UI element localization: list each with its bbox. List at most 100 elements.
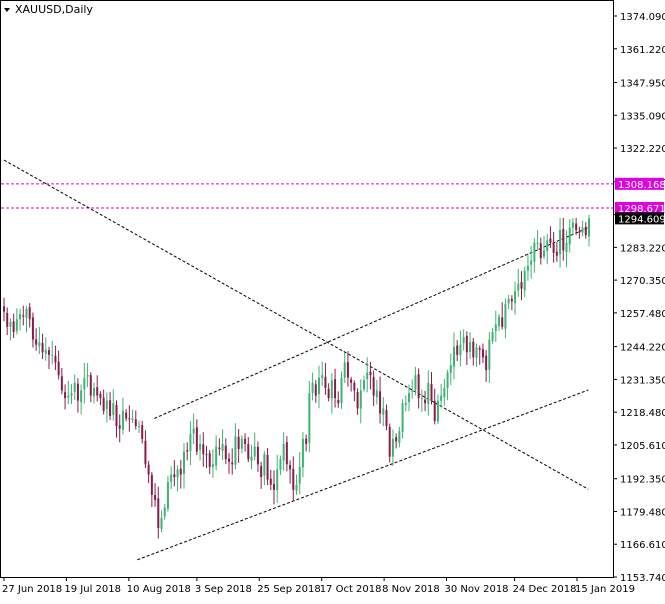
bull-candle-body (311, 382, 314, 393)
y-tick-label: 1283.220 (620, 243, 665, 254)
bull-candle-body (446, 372, 449, 388)
y-tick-label: 1335.090 (620, 111, 665, 122)
bear-candle-body (562, 229, 565, 251)
bull-candle-body (166, 482, 169, 509)
bear-candle-body (289, 465, 292, 470)
bear-candle-body (28, 307, 31, 320)
bear-candle-body (424, 399, 427, 404)
bear-candle-body (202, 444, 205, 455)
trendline-descending-resistance (3, 159, 589, 490)
bull-candle-body (189, 433, 192, 451)
bull-candle-body (359, 390, 362, 409)
bear-candle-body (555, 251, 558, 256)
bull-candle-body (295, 484, 298, 491)
bear-candle-body (388, 426, 391, 457)
bull-candle-body (83, 377, 86, 390)
bear-candle-body (115, 405, 118, 427)
bear-candle-body (150, 474, 153, 495)
bear-candle-body (224, 445, 227, 460)
bear-candle-body (314, 384, 317, 396)
bear-candle-body (324, 376, 327, 388)
bear-candle-body (218, 447, 221, 450)
bull-candle-body (221, 443, 224, 451)
bull-candle-body (121, 410, 124, 430)
x-tick-label: 8 Nov 2018 (382, 584, 440, 595)
bull-candle-body (138, 426, 140, 428)
bull-candle-body (588, 218, 590, 237)
x-tick-label: 3 Sep 2018 (195, 584, 252, 595)
bear-candle-body (195, 427, 198, 452)
bull-candle-body (536, 242, 539, 244)
bear-candle-body (465, 335, 468, 353)
bull-candle-body (488, 339, 491, 370)
current-price-tag (615, 212, 664, 225)
bear-candle-body (141, 425, 144, 439)
bear-candle-body (118, 425, 121, 429)
bull-candle-body (459, 344, 462, 356)
bear-candle-body (481, 349, 484, 358)
bull-candle-body (408, 393, 410, 403)
bull-candle-body (382, 408, 385, 415)
bear-candle-body (31, 317, 34, 340)
bull-candle-body (494, 324, 497, 331)
bull-candle-body (340, 377, 343, 404)
bull-candle-body (176, 469, 179, 478)
bear-candle-body (48, 350, 50, 355)
bear-candle-body (510, 298, 513, 302)
bear-candle-body (485, 355, 488, 371)
bull-candle-body (321, 375, 324, 378)
x-tick-label: 24 Dec 2018 (513, 584, 577, 595)
bear-candle-body (379, 391, 382, 414)
bear-candle-body (337, 399, 340, 404)
bull-candle-body (436, 400, 439, 422)
x-tick-label: 10 Aug 2018 (127, 584, 191, 595)
y-tick-label: 1257.480 (620, 309, 665, 320)
bear-candle-body (334, 379, 337, 399)
bull-candle-body (391, 438, 394, 457)
bear-candle-body (228, 458, 230, 462)
bull-candle-body (440, 395, 443, 401)
bear-candle-body (109, 400, 112, 416)
dropdown-triangle-icon[interactable] (4, 8, 10, 12)
plot-area[interactable] (0, 0, 614, 578)
bear-candle-body (89, 374, 92, 396)
bear-candle-body (266, 454, 269, 480)
bull-candle-body (192, 428, 195, 434)
bear-candle-body (430, 383, 433, 401)
level-price-label: 1308.168 (618, 180, 665, 191)
bull-candle-body (301, 438, 304, 468)
bear-candle-body (128, 418, 131, 420)
bear-candle-body (6, 313, 9, 327)
bull-candle-body (170, 474, 173, 482)
bull-candle-body (15, 319, 18, 331)
bull-candle-body (504, 303, 507, 329)
bear-candle-body (134, 419, 137, 427)
bull-candle-body (517, 283, 520, 291)
bull-candle-body (375, 390, 378, 398)
bull-candle-body (343, 362, 346, 378)
bull-candle-body (498, 316, 500, 327)
bear-candle-body (173, 474, 176, 478)
bull-candle-body (276, 469, 279, 491)
y-tick-label: 1244.220 (620, 343, 665, 354)
bull-candle-body (581, 227, 584, 233)
bull-candle-body (263, 454, 266, 476)
bull-candle-body (530, 260, 533, 265)
bear-candle-body (102, 397, 105, 411)
bull-candle-body (93, 387, 95, 397)
bull-candle-body (51, 354, 54, 356)
bear-candle-body (305, 438, 308, 444)
level-price-tag (615, 177, 664, 190)
bull-candle-body (160, 517, 163, 529)
bull-candle-body (462, 337, 465, 344)
bull-candle-body (330, 380, 333, 399)
bear-candle-body (41, 343, 44, 353)
bull-candle-body (571, 222, 574, 229)
bull-candle-body (298, 466, 301, 484)
bull-candle-body (112, 403, 115, 415)
bull-candle-body (565, 242, 568, 253)
bear-candle-body (395, 437, 398, 442)
bear-candle-body (584, 226, 587, 236)
